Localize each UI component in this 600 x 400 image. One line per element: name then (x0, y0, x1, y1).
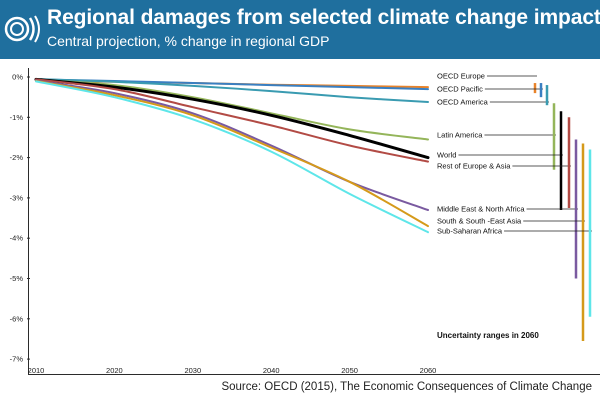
series-label-sub-saharan-africa: Sub-Saharan Africa (437, 227, 503, 236)
x-tick-label: 2040 (263, 366, 280, 375)
y-tick-label: -1% (10, 113, 24, 122)
series-label-oecd-america: OECD America (437, 98, 489, 107)
y-tick-label: -6% (10, 314, 24, 323)
series-line-middle-east-north-africa (35, 79, 429, 211)
x-tick-label: 2020 (106, 366, 123, 375)
series-line-latin-america (35, 78, 429, 141)
series-label-middle-east-north-africa: Middle East & North Africa (437, 205, 525, 214)
plot-area (28, 68, 600, 375)
x-tick-label: 2030 (184, 366, 201, 375)
line-chart: 0% -1% -2% -3% -4% -5% -6% -7% 2010 2020 2030 2040 2… (10, 72, 592, 375)
chart-subtitle: Central projection, % change in regional… (47, 33, 330, 49)
oecd-logo-icon (4, 15, 40, 43)
x-tick-label: 2060 (420, 366, 437, 375)
y-tick-label: -5% (10, 274, 24, 283)
x-tick-label: 2050 (341, 366, 358, 375)
y-tick-label: 0% (12, 73, 23, 82)
series-label-world: World (437, 151, 456, 160)
y-tick-label: -2% (10, 153, 24, 162)
series-line-oecd-america (35, 78, 429, 103)
series-label-latin-america: Latin America (437, 131, 483, 140)
chart-header: Regional damages from selected climate c… (0, 0, 600, 59)
series-line-south-south-east-asia (35, 80, 429, 228)
y-tick-label: -4% (10, 234, 24, 243)
y-tick-label: -7% (10, 355, 24, 364)
series-label-oecd-pacific: OECD Pacific (437, 85, 483, 94)
source-note: Source: OECD (2015), The Economic Conseq… (221, 381, 592, 393)
series-line-rest-of-europe-asia (35, 78, 429, 163)
series-label-rest-of-europe-asia: Rest of Europe & Asia (437, 162, 511, 171)
series-label-oecd-europe: OECD Europe (437, 72, 485, 81)
chart-title: Regional damages from selected climate c… (47, 6, 600, 29)
x-tick-label: 2010 (28, 366, 45, 375)
series-label-south-south-east-asia: South & South -East Asia (437, 217, 522, 226)
series-line-world (34, 77, 430, 160)
series-line-sub-saharan-africa (35, 80, 429, 234)
range-title: Uncertainty ranges in 2060 (437, 331, 539, 340)
y-tick-label: -3% (10, 193, 24, 202)
